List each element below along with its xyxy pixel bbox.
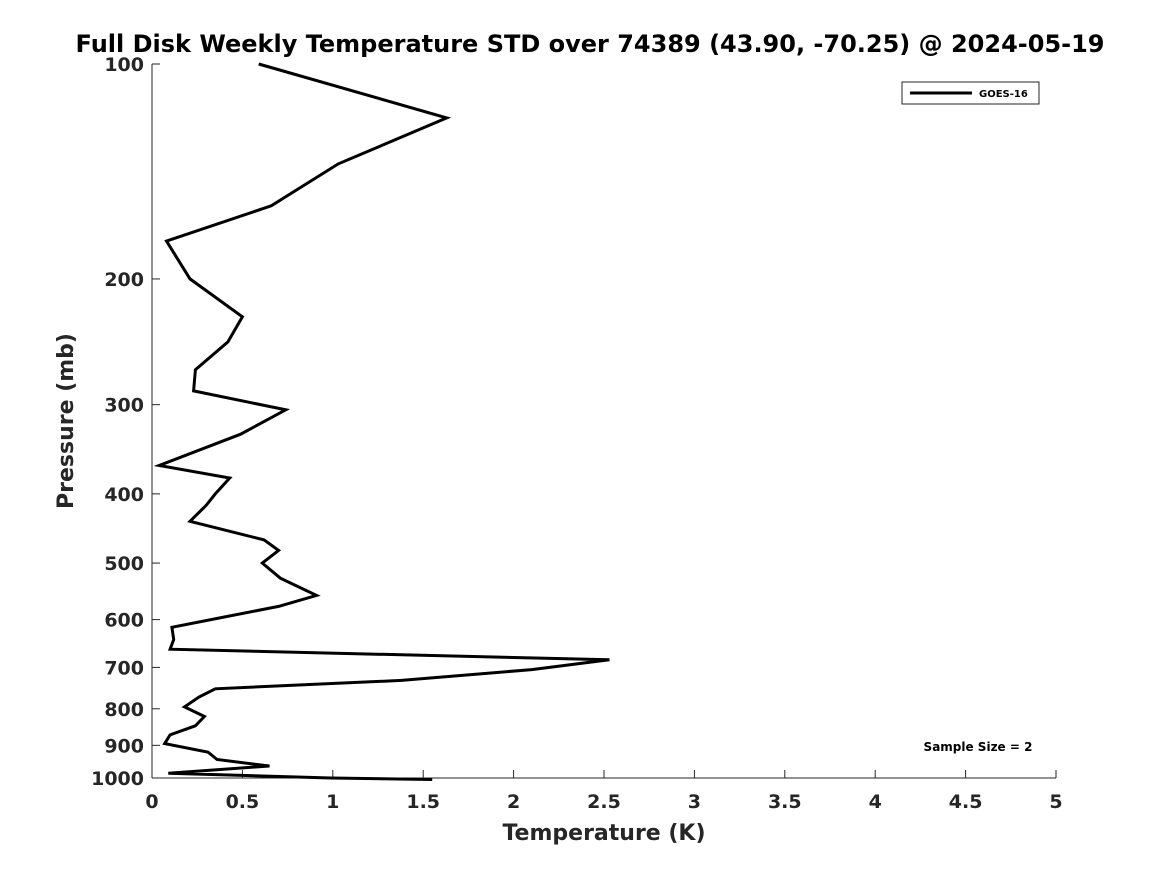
y-tick-label: 200	[104, 269, 144, 291]
x-tick-label: 0	[145, 791, 158, 813]
x-tick-label: 4.5	[949, 791, 983, 813]
y-axis-label: Pressure (mb)	[54, 333, 79, 509]
x-tick-label: 1	[326, 791, 339, 813]
x-axis-ticks: 0 0.5 1 1.5 2 2.5 3 3.5 4 4.5 5	[145, 770, 1063, 813]
sample-size-annotation: Sample Size = 2	[924, 740, 1033, 754]
y-tick-label: 300	[104, 395, 144, 417]
y-tick-label: 100	[104, 54, 144, 76]
x-tick-label: 1.5	[406, 791, 440, 813]
x-tick-label: 2	[507, 791, 520, 813]
x-tick-label: 0.5	[226, 791, 260, 813]
y-tick-label: 1000	[91, 768, 144, 790]
legend: GOES-16	[901, 81, 1040, 105]
x-tick-label: 3	[688, 791, 701, 813]
plot-area: 0 0.5 1 1.5 2 2.5 3 3.5 4 4.5 5 100 200 300 400 500 600…	[91, 54, 1063, 813]
x-axis-label: Temperature (K)	[502, 821, 705, 846]
y-axis-ticks: 100 200 300 400 500 600 700 800 900 1000	[91, 54, 160, 790]
series-layer	[153, 62, 610, 781]
y-tick-label: 800	[104, 699, 144, 721]
chart-title: Full Disk Weekly Temperature STD over 74…	[76, 30, 1105, 58]
x-tick-label: 5	[1049, 791, 1062, 813]
x-tick-label: 4	[869, 791, 882, 813]
legend-label-goes-16: GOES-16	[979, 89, 1028, 100]
x-tick-label: 3.5	[768, 791, 802, 813]
y-tick-label: 400	[104, 484, 144, 506]
y-tick-label: 900	[104, 735, 144, 757]
y-tick-label: 700	[104, 657, 144, 679]
series-line-goes-16	[153, 62, 610, 781]
y-tick-label: 600	[104, 610, 144, 632]
y-tick-label: 500	[104, 553, 144, 575]
x-tick-label: 2.5	[587, 791, 621, 813]
